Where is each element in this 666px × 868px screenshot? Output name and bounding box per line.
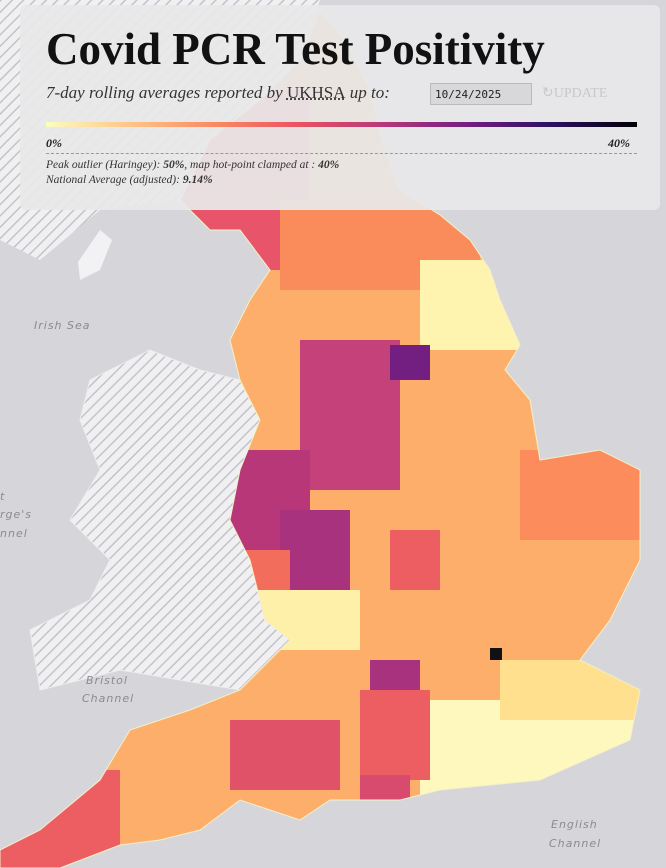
info-panel: Covid PCR Test Positivity 7-day rolling … (20, 5, 660, 210)
sea-label: nnel (0, 527, 28, 540)
england-outline (0, 9, 641, 868)
sea-label: Bristol (86, 674, 128, 687)
note-text: , map hot-point clamped at : (184, 159, 319, 171)
note-value: 9.14% (182, 174, 213, 186)
scale-min: 0% (46, 136, 62, 150)
update-button[interactable]: ↻UPDATE (542, 86, 608, 101)
color-scale (46, 122, 637, 127)
button-label[interactable]: UPDATE (553, 86, 608, 101)
note-value: 50% (163, 159, 185, 171)
note-value: 40% (318, 159, 340, 171)
average-note: National Average (adjusted): 9.14% (46, 174, 213, 186)
sea-label: Channel (549, 837, 601, 850)
sea-label: Irish Sea (34, 319, 91, 332)
note-text: National Average (adjusted): (46, 174, 183, 186)
scale-max: 40% (608, 136, 630, 150)
subtitle-text: 7-day rolling averages reported by (46, 83, 283, 102)
sea-label: t (0, 490, 5, 503)
subtitle-text: up to: (349, 83, 390, 102)
sea-label: English (551, 818, 598, 831)
subtitle: 7-day rolling averages reported by UKHSA… (46, 83, 390, 103)
note-text: Peak outlier (Haringey): (46, 159, 164, 171)
peak-note: Peak outlier (Haringey): 50%, map hot-po… (46, 159, 339, 171)
sea-label: Channel (82, 692, 134, 705)
title: Covid PCR Test Positivity (46, 24, 545, 74)
sea-label: rge's (0, 508, 32, 521)
source-link[interactable]: UKHSA (286, 83, 346, 102)
date-input[interactable]: 10/24/2025 (430, 83, 532, 105)
isle-of-man (78, 230, 112, 280)
divider (46, 153, 637, 154)
